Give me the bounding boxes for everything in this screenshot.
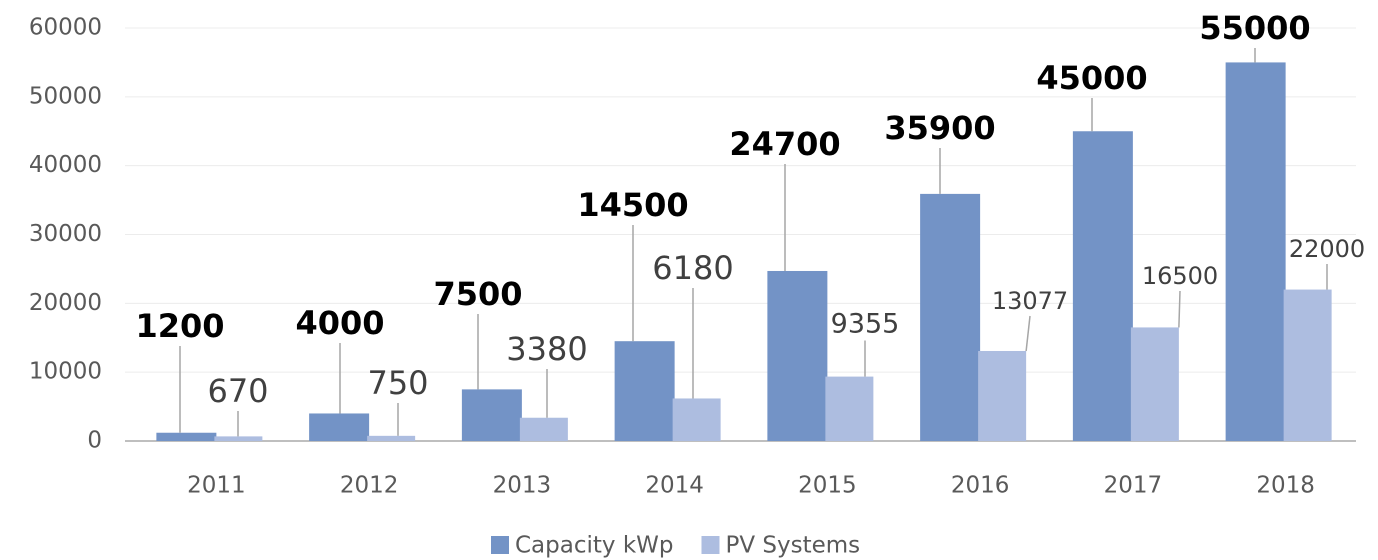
bar bbox=[767, 270, 828, 441]
x-tick-label: 2011 bbox=[187, 473, 246, 499]
data-label: 670 bbox=[207, 372, 268, 410]
x-tick-label: 2017 bbox=[1104, 473, 1163, 499]
bar bbox=[672, 398, 721, 441]
data-label: 35900 bbox=[884, 109, 995, 147]
x-tick-label: 2012 bbox=[340, 473, 399, 499]
bar bbox=[461, 389, 522, 441]
bar bbox=[920, 193, 981, 441]
x-tick-label: 2014 bbox=[645, 473, 704, 499]
x-tick-label: 2015 bbox=[798, 473, 857, 499]
legend-label: PV Systems bbox=[725, 533, 860, 559]
legend-swatch bbox=[701, 536, 720, 554]
legend-label: Capacity kWp bbox=[515, 533, 673, 559]
y-tick-label: 0 bbox=[87, 428, 102, 454]
bar bbox=[1283, 289, 1332, 441]
data-label: 55000 bbox=[1199, 9, 1310, 47]
bar bbox=[214, 436, 263, 441]
bar bbox=[1225, 62, 1286, 442]
data-label: 24700 bbox=[729, 125, 840, 163]
data-label: 3380 bbox=[506, 330, 587, 368]
bar bbox=[1130, 327, 1179, 441]
y-tick-label: 30000 bbox=[29, 221, 102, 247]
data-label: 13077 bbox=[992, 287, 1068, 315]
data-label: 14500 bbox=[577, 186, 688, 224]
data-label: 750 bbox=[367, 364, 428, 402]
bar bbox=[614, 341, 675, 441]
data-label: 16500 bbox=[1142, 262, 1218, 290]
data-label: 7500 bbox=[433, 275, 522, 313]
data-label: 6180 bbox=[652, 249, 733, 287]
bar bbox=[367, 435, 416, 441]
x-tick-label: 2016 bbox=[951, 473, 1010, 499]
y-tick-label: 60000 bbox=[29, 15, 102, 41]
x-tick-label: 2013 bbox=[493, 473, 552, 499]
y-tick-label: 50000 bbox=[29, 83, 102, 109]
data-label: 45000 bbox=[1036, 59, 1147, 97]
bar bbox=[309, 413, 370, 441]
bar bbox=[519, 417, 568, 441]
bar bbox=[978, 350, 1027, 441]
bar bbox=[156, 432, 217, 441]
y-tick-label: 40000 bbox=[29, 152, 102, 178]
x-tick-label: 2018 bbox=[1256, 473, 1315, 499]
y-tick-label: 20000 bbox=[29, 290, 102, 316]
data-label: 4000 bbox=[295, 304, 384, 342]
leader-line bbox=[1178, 290, 1181, 328]
y-tick-label: 10000 bbox=[29, 359, 102, 385]
data-label: 9355 bbox=[831, 309, 900, 340]
bar bbox=[825, 376, 874, 441]
data-label: 22000 bbox=[1289, 235, 1365, 263]
legend-swatch bbox=[491, 536, 509, 554]
bar bbox=[1072, 131, 1133, 441]
data-label: 1200 bbox=[135, 307, 224, 345]
leader-line bbox=[1025, 315, 1031, 352]
